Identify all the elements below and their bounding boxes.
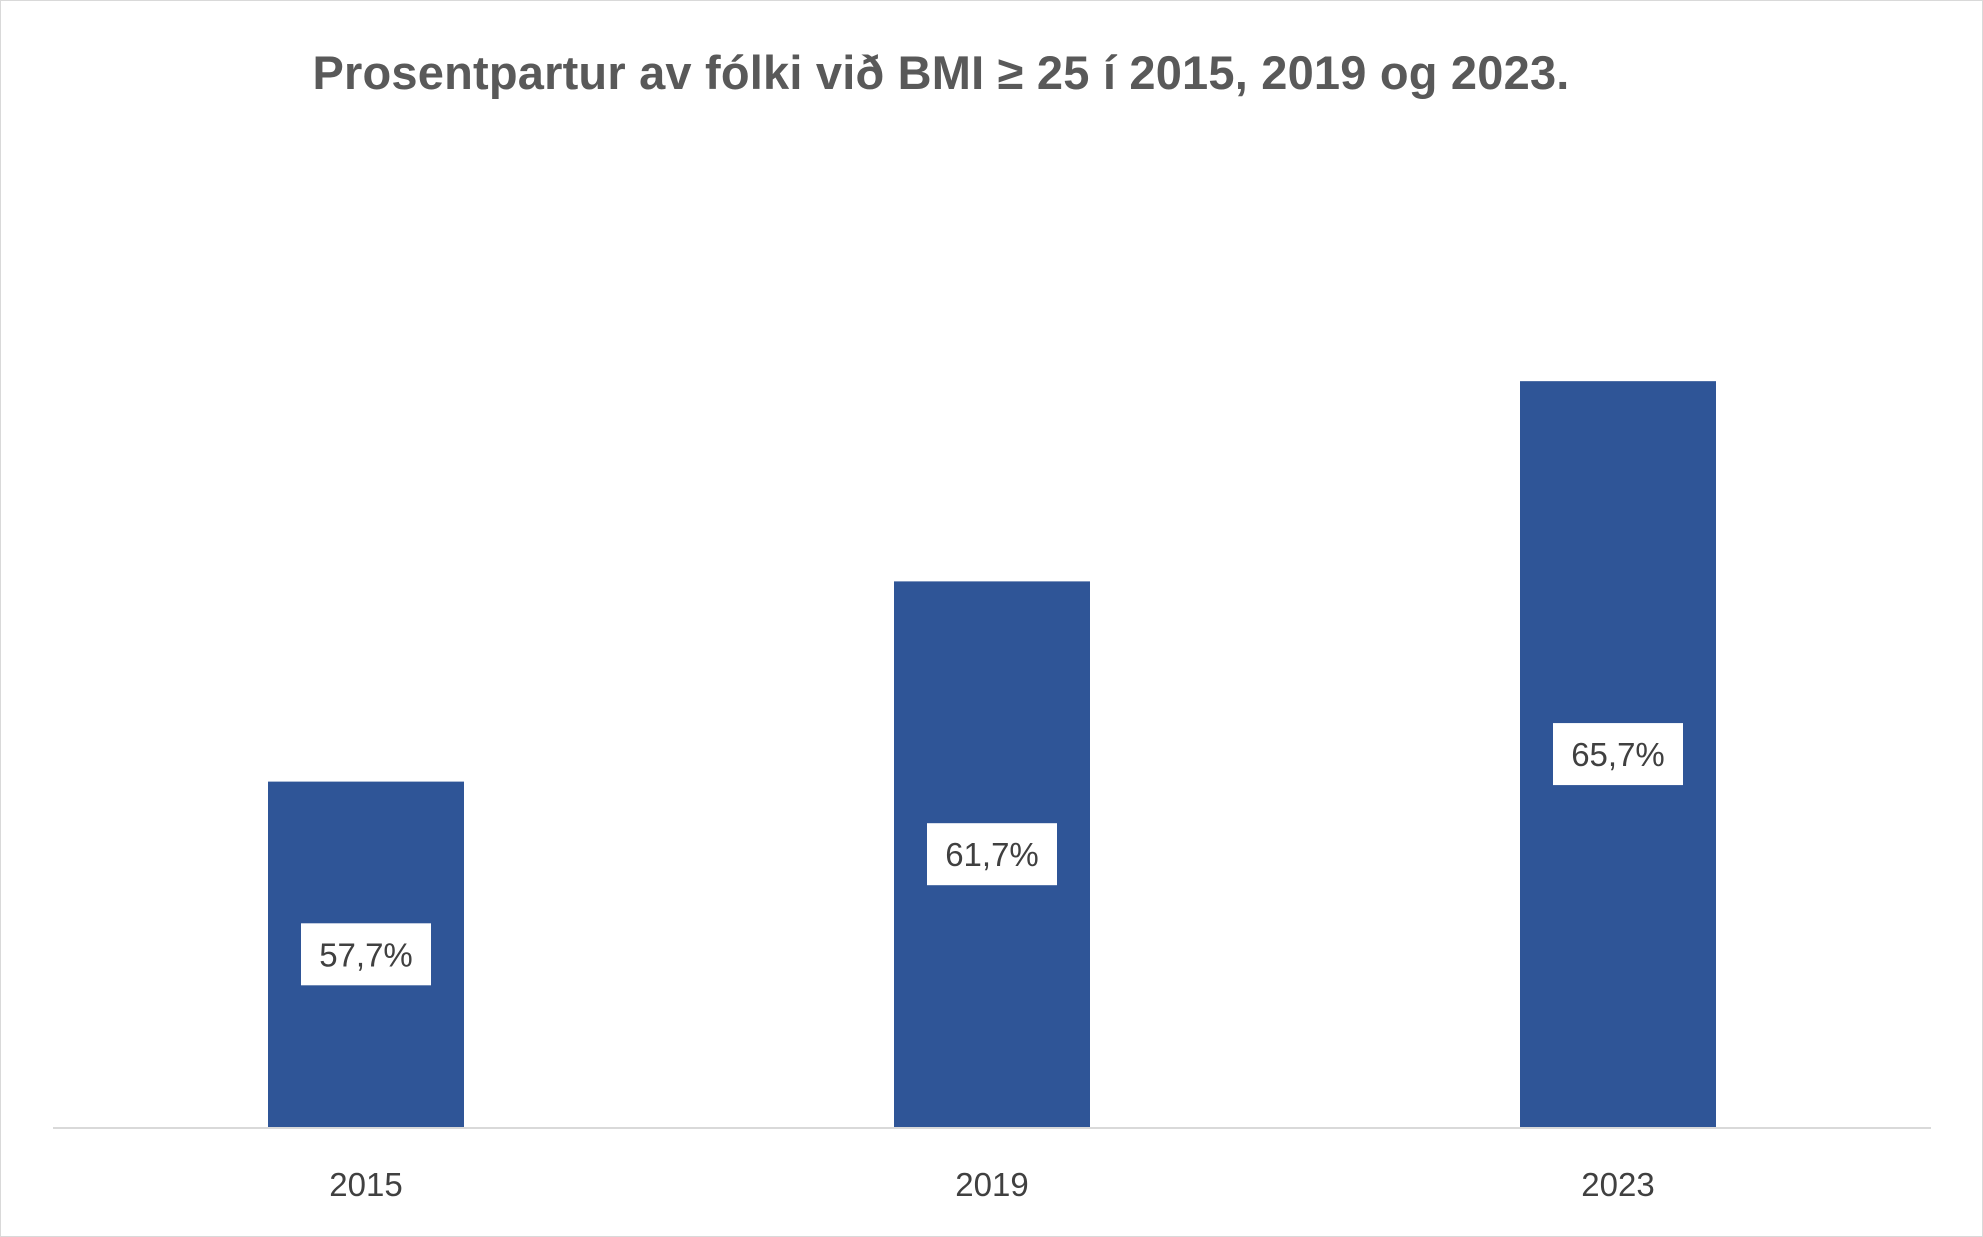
x-tick-label-2015: 2015: [329, 1166, 402, 1203]
data-label-box-2023: [1553, 723, 1683, 786]
chart-title: Prosentpartur av fólki við BMI ≥ 25 í 20…: [312, 46, 1570, 99]
x-tick-label-2023: 2023: [1581, 1166, 1654, 1203]
data-label-2015: 57,7%: [319, 936, 413, 973]
data-label-box-2019: [927, 823, 1057, 886]
data-label-2023: 65,7%: [1571, 736, 1665, 773]
data-label-2019: 61,7%: [945, 836, 1039, 873]
x-tick-label-2019: 2019: [955, 1166, 1028, 1203]
data-label-box-2015: [301, 923, 431, 986]
